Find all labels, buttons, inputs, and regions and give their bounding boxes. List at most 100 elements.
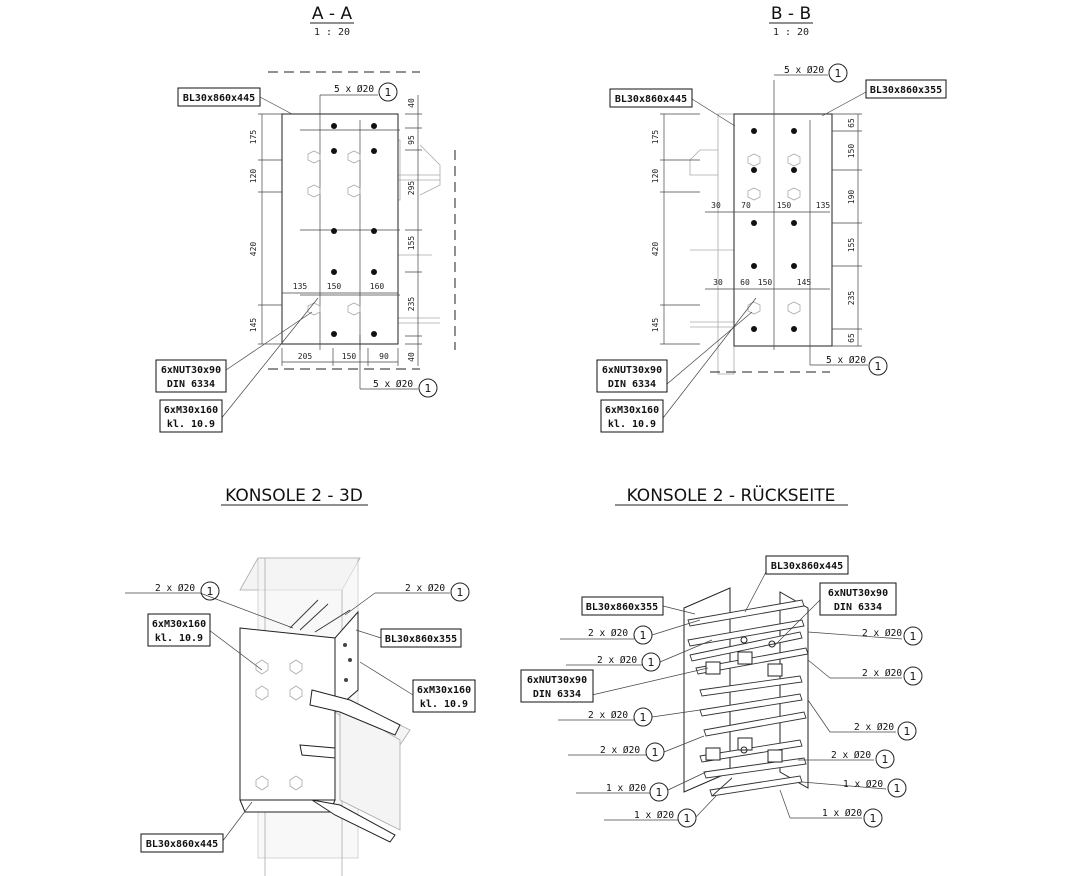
svg-text:1: 1 [457,586,464,599]
plate-bb [733,113,833,347]
svg-text:kl. 10.9: kl. 10.9 [420,699,468,710]
label-back-nut-right: 6xNUT30x90 DIN 6334 [773,582,897,647]
callout-back-l3: 2 x Ø20 1 [558,707,701,727]
svg-text:1 x Ø20: 1 x Ø20 [843,779,883,790]
svg-text:6xM30x160: 6xM30x160 [605,405,659,416]
dim-bb-r1-3: 150 [777,201,792,210]
plate-3d-front [239,627,336,801]
svg-text:1: 1 [640,629,647,642]
title-3d: KONSOLE 2 - 3D [225,486,363,506]
label-3d-bl445: BL30x860x445 [140,801,253,853]
dim-bb-r1-4: 135 [816,201,831,210]
view-3d: 2 x Ø20 1 2 x Ø20 1 6xM30x160 kl. 10.9 B… [125,557,476,876]
dim-aa-top-2: 150 [327,282,342,291]
label-bb-m30: 6xM30x160 kl. 10.9 [600,297,757,433]
dim-aa-left-2: 120 [249,169,258,184]
svg-text:1: 1 [904,725,911,738]
label-bb-bl445: BL30x860x445 [609,88,736,127]
svg-text:5 x Ø20: 5 x Ø20 [373,379,413,390]
bolt-heads-bb [747,153,801,315]
title-bb: B - B [771,4,811,24]
svg-text:2 x Ø20: 2 x Ø20 [588,710,628,721]
callout-back-r3: 2 x Ø20 1 [807,699,917,741]
callout-aa-bottom: 5 x Ø20 1 [359,335,438,398]
nuts-back [705,636,783,763]
callout-3d-left: 2 x Ø20 1 [125,581,294,629]
svg-text:5 x Ø20: 5 x Ø20 [784,65,824,76]
svg-text:kl. 10.9: kl. 10.9 [155,633,203,644]
svg-text:6xNUT30x90: 6xNUT30x90 [828,588,888,599]
dim-bb-right-1: 65 [847,118,856,128]
label-3d-m30-left: 6xM30x160 kl. 10.9 [147,613,263,671]
svg-text:BL30x860x355: BL30x860x355 [586,602,658,613]
svg-text:1: 1 [207,585,214,598]
svg-text:6xNUT30x90: 6xNUT30x90 [602,365,662,376]
bars-back [687,599,809,797]
dim-bb-right-3: 190 [847,190,856,205]
svg-text:2 x Ø20: 2 x Ø20 [155,583,195,594]
dim-bb-left-3: 420 [651,242,660,257]
bar-holes-aa [331,123,377,337]
svg-text:DIN 6334: DIN 6334 [533,689,581,700]
svg-text:1 x Ø20: 1 x Ø20 [822,808,862,819]
label-3d-m30-right: 6xM30x160 kl. 10.9 [359,661,476,713]
label-back-bl445: BL30x860x445 [744,555,849,613]
scale-bb: 1 : 20 [773,27,809,38]
dim-bb-right-5: 235 [847,291,856,306]
svg-text:1: 1 [648,656,655,669]
dim-bb-r1-2: 70 [741,201,751,210]
svg-text:1: 1 [870,812,877,825]
scale-aa: 1 : 20 [314,27,350,38]
label-back-bl355: BL30x860x355 [581,596,696,616]
title-back: KONSOLE 2 - RÜCKSEITE [627,484,836,506]
callout-back-r2: 2 x Ø20 1 [807,659,923,686]
svg-text:1 x Ø20: 1 x Ø20 [634,810,674,821]
svg-text:1: 1 [894,782,901,795]
dim-aa-left-1: 175 [249,130,258,145]
dim-bb-r1-1: 30 [711,201,721,210]
view-title-aa: A - A 1 : 20 [310,4,354,38]
callout-aa-top: 5 x Ø20 1 [320,82,398,102]
svg-text:DIN 6334: DIN 6334 [167,379,215,390]
view-title-back: KONSOLE 2 - RÜCKSEITE [615,484,848,506]
dim-bb-left-4: 145 [651,318,660,333]
svg-text:2 x Ø20: 2 x Ø20 [588,628,628,639]
callout-back-r4: 2 x Ø20 1 [798,749,895,769]
svg-text:1: 1 [640,711,647,724]
svg-text:1: 1 [875,360,882,373]
svg-text:1: 1 [882,753,889,766]
label-aa-bl445: BL30x860x445 [177,87,293,115]
svg-text:6xM30x160: 6xM30x160 [152,619,206,630]
label-aa-m30: 6xM30x160 kl. 10.9 [159,297,319,433]
callout-3d-right: 2 x Ø20 1 [344,582,470,616]
title-aa: A - A [312,4,353,24]
callout-back-r1: 2 x Ø20 1 [807,626,923,646]
dim-aa-right-3: 295 [407,181,416,196]
svg-text:BL30x860x445: BL30x860x445 [183,93,255,104]
callout-back-l5: 1 x Ø20 1 [576,771,707,802]
label-back-nut-left: 6xNUT30x90 DIN 6334 [520,667,709,703]
dim-bb-left-2: 120 [651,169,660,184]
svg-text:6xM30x160: 6xM30x160 [164,405,218,416]
svg-text:5 x Ø20: 5 x Ø20 [334,84,374,95]
svg-text:1: 1 [684,812,691,825]
svg-text:BL30x860x355: BL30x860x355 [870,85,942,96]
dim-bb-right-6: 65 [847,333,856,343]
dim-aa-bot-2: 150 [342,352,357,361]
bolt-heads-3d [255,643,352,791]
dim-bb-r2-3: 150 [758,278,773,287]
dim-aa-bot-1: 205 [298,352,313,361]
svg-text:6xNUT30x90: 6xNUT30x90 [527,675,587,686]
callout-back-r6: 1 x Ø20 1 [779,789,883,828]
label-3d-bl355: BL30x860x355 [355,628,462,648]
callout-back-l1: 2 x Ø20 1 [560,619,701,645]
dim-aa-top-1: 135 [293,282,308,291]
svg-text:1: 1 [425,382,432,395]
dim-aa-left-4: 145 [249,318,258,333]
callout-bb-bottom: 5 x Ø20 1 [810,355,888,376]
svg-text:1: 1 [910,630,917,643]
svg-text:kl. 10.9: kl. 10.9 [167,419,215,430]
dim-aa-right-5: 235 [407,297,416,312]
callout-back-l2: 2 x Ø20 1 [566,639,713,672]
